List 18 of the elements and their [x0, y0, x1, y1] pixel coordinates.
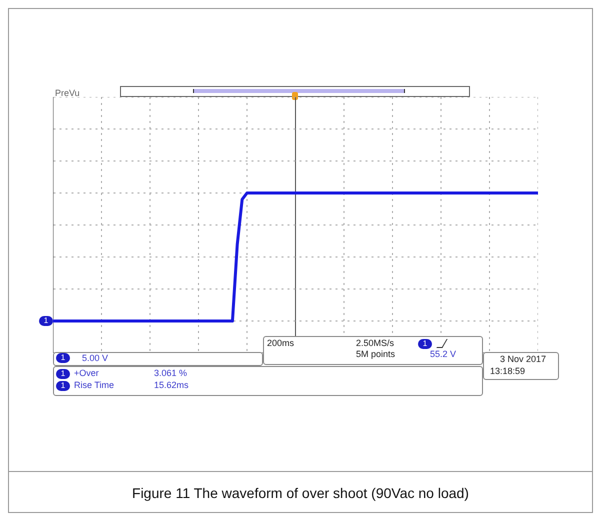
text: 200ms — [267, 338, 294, 348]
channel-badge-icon: 1 — [56, 353, 70, 363]
channel-badge-icon: 1 — [418, 339, 432, 349]
text: 55.2 V — [430, 349, 456, 359]
text: Figure 11 The waveform of over shoot (90Vac no load) — [9, 471, 592, 513]
text: 2.50MS/s — [356, 338, 394, 348]
text: 5.00 V — [82, 353, 108, 363]
text: 3 Nov 2017 — [500, 354, 546, 364]
text: PreVu — [55, 88, 80, 98]
text: Rise Time — [74, 380, 114, 390]
text: 15.62ms — [154, 380, 189, 390]
text: 5M points — [356, 349, 396, 359]
text: +Over — [74, 368, 99, 378]
channel-badge-icon: 1 — [56, 369, 70, 379]
text: 3.061 % — [154, 368, 188, 378]
text: 13:18:59 — [490, 366, 526, 376]
channel-badge-icon: 1 — [56, 381, 70, 391]
channel-badge-icon: 1 — [39, 316, 53, 326]
